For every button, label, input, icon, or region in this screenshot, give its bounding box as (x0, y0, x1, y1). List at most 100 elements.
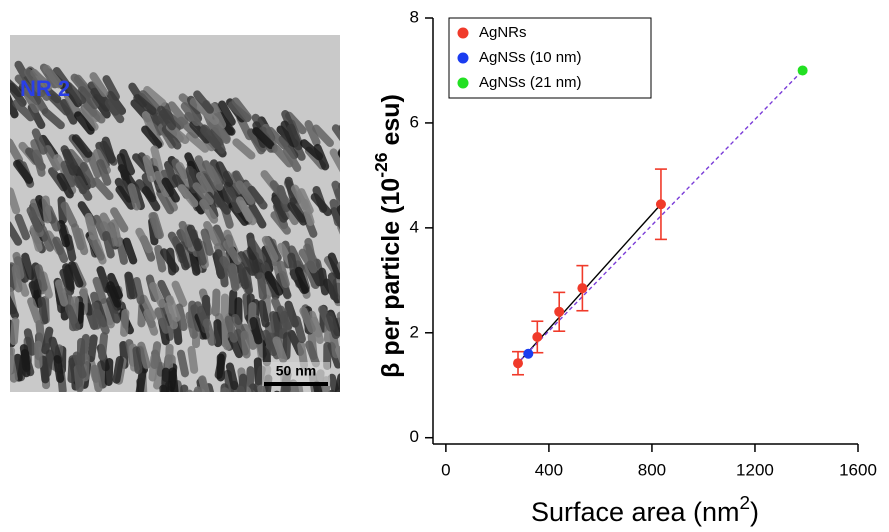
nanorod (264, 271, 284, 296)
nanorod (303, 409, 312, 437)
nanorod (318, 411, 330, 440)
nanorod (102, 75, 120, 101)
nanorod (102, 230, 115, 259)
nanorod (227, 262, 240, 291)
nanorod (41, 195, 52, 224)
nanorod (177, 184, 199, 208)
nanorod (122, 237, 138, 265)
x-tick-label: 1600 (839, 460, 877, 479)
nanorod (271, 397, 280, 425)
nanorod (327, 252, 340, 280)
nanorod (135, 227, 153, 254)
y-axis-title-part: β per particle (10 (377, 178, 405, 378)
nanorod (26, 206, 43, 233)
nanorod (141, 110, 157, 138)
nanorod (31, 128, 48, 155)
nanorod (291, 395, 300, 423)
nanorod (154, 244, 167, 273)
nanorod (10, 92, 19, 119)
nanorod (339, 246, 357, 275)
nanorod (78, 107, 99, 131)
nanorod (63, 91, 82, 117)
nanorod (139, 90, 161, 113)
nanorod (196, 103, 220, 125)
nanorod (208, 120, 231, 143)
nanorod (239, 393, 254, 422)
nanorod (270, 402, 278, 430)
nanorod (198, 375, 212, 392)
x-axis-title-part: ) (750, 497, 759, 527)
nanorod (342, 400, 350, 428)
nanorod (245, 389, 256, 392)
nanorod (312, 402, 321, 430)
nanorod (120, 308, 130, 337)
nanorod (67, 261, 84, 288)
nanorod (106, 296, 121, 324)
nanorod (27, 297, 42, 325)
image-label: NR 2 (20, 76, 70, 101)
nanorod (312, 380, 325, 392)
nanorod (127, 183, 141, 211)
nanorod (261, 245, 274, 274)
nanorod (188, 388, 201, 392)
nanorod (200, 126, 222, 150)
nanorod (24, 68, 43, 94)
nanorod (91, 301, 101, 330)
nanorod (157, 105, 176, 131)
nanorod (231, 97, 252, 122)
x-tick-label: 800 (638, 460, 666, 479)
nanorod (304, 120, 321, 147)
nanorod (185, 131, 210, 153)
nanorod (176, 349, 189, 378)
nanorod (116, 153, 130, 181)
nanorod (257, 299, 270, 328)
nanorod (87, 334, 98, 363)
y-tick-label: 6 (410, 112, 419, 131)
nanorod (261, 329, 278, 357)
nanorod (175, 303, 188, 331)
nanorod (53, 355, 65, 383)
nanorod (206, 165, 224, 191)
nanorod (72, 351, 87, 379)
nanorod (161, 177, 180, 203)
nanorod (164, 343, 174, 372)
nanorod (189, 388, 201, 392)
nanorod (220, 387, 229, 392)
nanorod (29, 88, 49, 114)
x-axis-title-part: Surface area (nm (531, 497, 740, 527)
nanorod (34, 264, 48, 292)
nanorod (133, 94, 157, 115)
nanorod (218, 100, 236, 126)
nanorod (310, 193, 332, 217)
nanorod (92, 177, 114, 201)
nanorod (60, 160, 76, 188)
nanorod (178, 220, 194, 248)
nanorod (287, 201, 308, 226)
nanorod (148, 212, 163, 240)
nanorod (185, 389, 194, 392)
y-axis-title-part: esu) (377, 94, 405, 152)
legend-label: AgNRs (479, 24, 527, 41)
nanorod (10, 220, 23, 246)
nanorod (74, 175, 93, 201)
nanorod (272, 336, 288, 364)
nanorod (168, 367, 179, 392)
nanorod (13, 159, 34, 184)
nanorod (326, 391, 337, 392)
nanorod (278, 391, 287, 392)
nanorod (149, 281, 166, 309)
nanorod (189, 120, 211, 144)
nanorod (335, 345, 340, 373)
nanorod (179, 384, 189, 392)
nanorod (74, 74, 95, 99)
nanorod (214, 249, 225, 277)
nanorod (193, 90, 214, 114)
nanorod (226, 396, 238, 425)
nanorod (327, 373, 340, 392)
nanorod (187, 345, 199, 374)
nanorod (12, 99, 35, 122)
nanorod (287, 245, 305, 272)
nanorod (271, 144, 294, 168)
tem-image (10, 35, 357, 440)
nanorod (30, 68, 53, 92)
